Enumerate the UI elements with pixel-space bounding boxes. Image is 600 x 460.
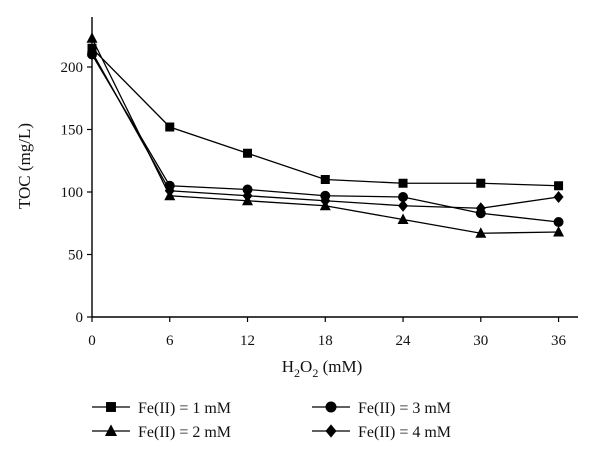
data-point (165, 122, 175, 132)
x-tick-label: 24 (396, 333, 412, 349)
x-tick-label: 12 (240, 333, 255, 349)
x-tick-label: 6 (166, 333, 174, 349)
legend-label: Fe(II) = 1 mM (138, 400, 231, 417)
legend-item: Fe(II) = 4 mM (312, 424, 451, 441)
data-point (397, 213, 409, 224)
x-axis-ticks: 0 6 12 18 24 30 36 (88, 317, 567, 349)
y-tick-label: 50 (68, 248, 83, 264)
y-axis-ticks: 0 50 100 150 200 (61, 60, 92, 326)
data-point (87, 46, 97, 58)
legend-marker (325, 424, 337, 438)
x-tick-label: 30 (473, 333, 488, 349)
data-point (553, 226, 565, 237)
plot-frame (91, 17, 578, 318)
y-tick-label: 200 (61, 60, 84, 76)
legend-item: Fe(II) = 3 mM (312, 400, 451, 417)
series-line (91, 51, 559, 209)
x-tick-label: 0 (88, 333, 96, 349)
data-point (242, 184, 253, 195)
data-point (553, 191, 564, 203)
y-tick-label: 0 (76, 310, 84, 326)
data-point (553, 217, 564, 227)
legend-marker (106, 402, 116, 412)
data-point (475, 202, 486, 215)
series-layer (86, 32, 565, 238)
legend-item: Fe(II) = 1 mM (92, 400, 231, 417)
legend-item: Fe(II) = 2 mM (92, 424, 231, 441)
series-line (91, 47, 559, 187)
data-point (398, 199, 409, 212)
legend-label: Fe(II) = 2 mM (138, 424, 231, 441)
x-tick-label: 36 (551, 333, 567, 349)
x-tick-label: 18 (318, 333, 333, 349)
data-point (475, 227, 487, 238)
data-point (164, 184, 175, 197)
series-diamond (87, 46, 564, 215)
legend-marker (104, 424, 118, 436)
legend-marker (325, 401, 337, 413)
x-axis-title: H2O2 (mM) (282, 357, 362, 380)
data-point (243, 148, 253, 158)
data-point (86, 32, 98, 43)
legend: Fe(II) = 1 mM Fe(II) = 2 mM Fe(II) = 3 mM F… (92, 400, 451, 441)
y-tick-label: 100 (61, 185, 84, 201)
y-tick-label: 150 (61, 123, 84, 139)
legend-label: Fe(II) = 4 mM (358, 424, 451, 441)
legend-label: Fe(II) = 3 mM (358, 400, 451, 417)
data-point (320, 175, 330, 184)
data-point (398, 178, 408, 188)
data-point (476, 178, 486, 188)
data-point (320, 194, 331, 207)
data-point (242, 189, 253, 202)
y-axis-title: TOC (mg/L) (15, 123, 34, 209)
data-point (398, 192, 409, 202)
data-point (554, 181, 564, 191)
